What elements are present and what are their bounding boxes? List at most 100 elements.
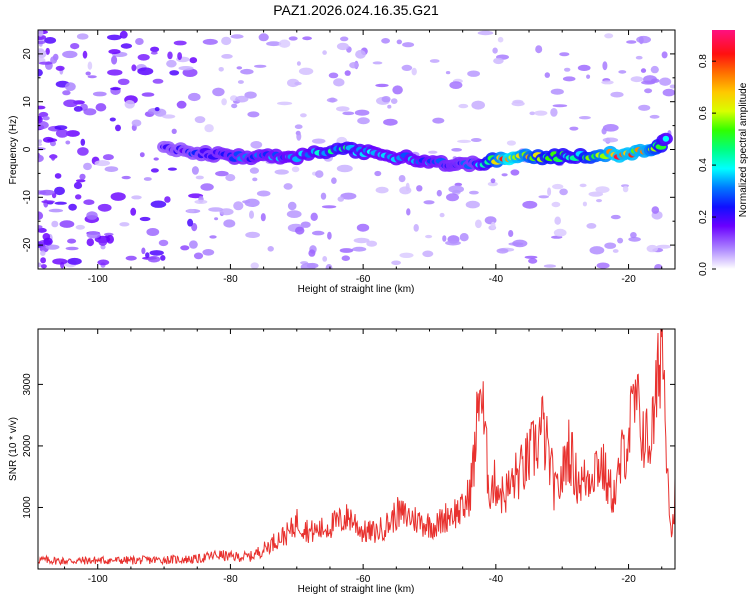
heatmap-noise-blob — [469, 190, 479, 195]
heatmap-noise-blob — [398, 175, 406, 183]
heatmap-noise-blob — [578, 116, 591, 120]
heatmap-noise-blob — [381, 38, 390, 44]
heatmap-noise-blob — [209, 235, 217, 239]
heatmap-noise-blob — [296, 132, 302, 141]
heatmap-noise-blob — [131, 195, 142, 200]
heatmap-noise-blob — [432, 117, 445, 124]
heatmap-noise-blob — [254, 64, 267, 68]
snr-tick-labels: -100 -80 -60 -40 -20 1000 2000 3000 — [22, 373, 636, 585]
heatmap-noise-blob — [62, 50, 78, 59]
heatmap-noise-blob — [601, 127, 607, 135]
heatmap-noise-blob — [554, 216, 561, 225]
heatmap-noise-blob — [325, 264, 333, 269]
heatmap-noise-blob — [357, 117, 370, 125]
heatmap-noise-blob — [602, 137, 619, 143]
y-tick-label: 1000 — [22, 496, 33, 519]
heatmap-noise-blob — [321, 205, 337, 209]
heatmap-noise-blob — [250, 262, 259, 269]
colorbar-tick-label: 0.8 — [698, 54, 709, 68]
heatmap-noise-blob — [202, 249, 215, 256]
heatmap-noise-blob — [191, 223, 198, 232]
heatmap-noise-blob — [75, 194, 82, 200]
heatmap-noise-blob — [236, 66, 243, 70]
heatmap-noise-blob — [352, 246, 367, 252]
heatmap-noise-blob — [43, 237, 53, 246]
heatmap-noise-blob — [178, 66, 194, 71]
colorbar-tick-label: 0.6 — [698, 106, 709, 120]
heatmap-noise-blob — [195, 175, 204, 180]
heatmap-noise-blob — [166, 59, 177, 68]
heatmap-noise-blob — [38, 225, 43, 229]
heatmap-noise-blob — [143, 177, 152, 181]
heatmap-noise-blob — [147, 255, 161, 263]
heatmap-noise-blob — [107, 69, 123, 76]
heatmap-noise-blob — [38, 227, 47, 233]
heatmap-noise-blob — [640, 68, 647, 73]
heatmap-noise-blob — [296, 61, 301, 66]
heatmap-noise-blob — [225, 174, 236, 182]
heatmap-noise-blob — [86, 231, 101, 239]
heatmap-noise-blob — [493, 57, 504, 65]
heatmap-noise-blob — [654, 264, 663, 269]
heatmap-noise-blob — [38, 68, 43, 77]
heatmap-noise-blob — [428, 150, 438, 154]
heatmap-noise-blob — [399, 252, 414, 258]
heatmap-noise-blob — [457, 139, 472, 143]
heatmap-noise-blob — [401, 64, 413, 71]
heatmap-noise-blob — [442, 235, 447, 242]
heatmap-ridge-cell — [662, 135, 670, 142]
heatmap-ridge — [157, 132, 673, 173]
heatmap-noise-blob — [221, 54, 233, 59]
heatmap-noise-blob — [577, 64, 591, 71]
heatmap-noise-blob — [50, 56, 58, 64]
heatmap-noise-blob — [200, 183, 214, 191]
heatmap-noise-blob — [38, 262, 42, 268]
heatmap-noise-blob — [119, 30, 128, 39]
y-tick-label: 20 — [22, 48, 33, 60]
heatmap-noise-blob — [135, 38, 144, 45]
heatmap-noise-blob — [87, 61, 93, 70]
heatmap-noise-blob — [38, 111, 49, 118]
heatmap-noise-blob — [176, 100, 187, 109]
heatmap-noise-blob — [630, 232, 637, 239]
heatmap-noise-blob — [552, 104, 568, 108]
heatmap-noise-blob — [65, 130, 80, 137]
heatmap-noise-blob — [339, 248, 354, 253]
heatmap-noise-blob — [656, 244, 671, 249]
heatmap-noise-blob — [41, 200, 55, 204]
heatmap-noise-blob — [543, 264, 557, 268]
heatmap-noise-blob — [294, 81, 302, 86]
heatmap-noise-blob — [47, 138, 58, 142]
heatmap-noise-blob — [586, 74, 591, 79]
heatmap-noise-blob — [337, 196, 345, 202]
heatmap-axis-ticks — [38, 29, 675, 270]
y-tick-label: 10 — [22, 96, 33, 108]
x-tick-label: -80 — [223, 274, 238, 285]
heatmap-noise-blob — [154, 107, 160, 112]
heatmap-noise-blob — [62, 90, 71, 96]
heatmap-noise-blob — [245, 231, 260, 238]
heatmap-noise-blob — [538, 195, 549, 199]
heatmap-noise-blob — [630, 76, 644, 83]
heatmap-noise-blob — [86, 211, 98, 220]
heatmap-noise-blob — [391, 260, 401, 266]
heatmap-noise-blob — [221, 36, 232, 46]
heatmap-noise-blob — [124, 100, 135, 109]
heatmap-noise-blob — [612, 249, 619, 253]
heatmap-noise-blob — [202, 38, 218, 45]
heatmap-noise-blob — [327, 231, 332, 240]
heatmap-noise-blob — [406, 208, 411, 216]
heatmap-noise-blob — [186, 208, 195, 213]
heatmap-noise-blob — [651, 206, 660, 214]
heatmap-noise-blob — [250, 141, 263, 149]
x-tick-label: -100 — [88, 274, 108, 285]
heatmap-noise-blob — [51, 220, 59, 228]
heatmap-noise-blob — [349, 61, 359, 69]
heatmap-noise-blob — [564, 67, 571, 72]
heatmap-noise-blob — [661, 51, 668, 59]
heatmap-noise-blob — [298, 67, 314, 76]
heatmap-noise-blob — [40, 257, 46, 264]
heatmap-noise-blob — [38, 105, 46, 110]
heatmap-noise-blob — [55, 65, 65, 71]
